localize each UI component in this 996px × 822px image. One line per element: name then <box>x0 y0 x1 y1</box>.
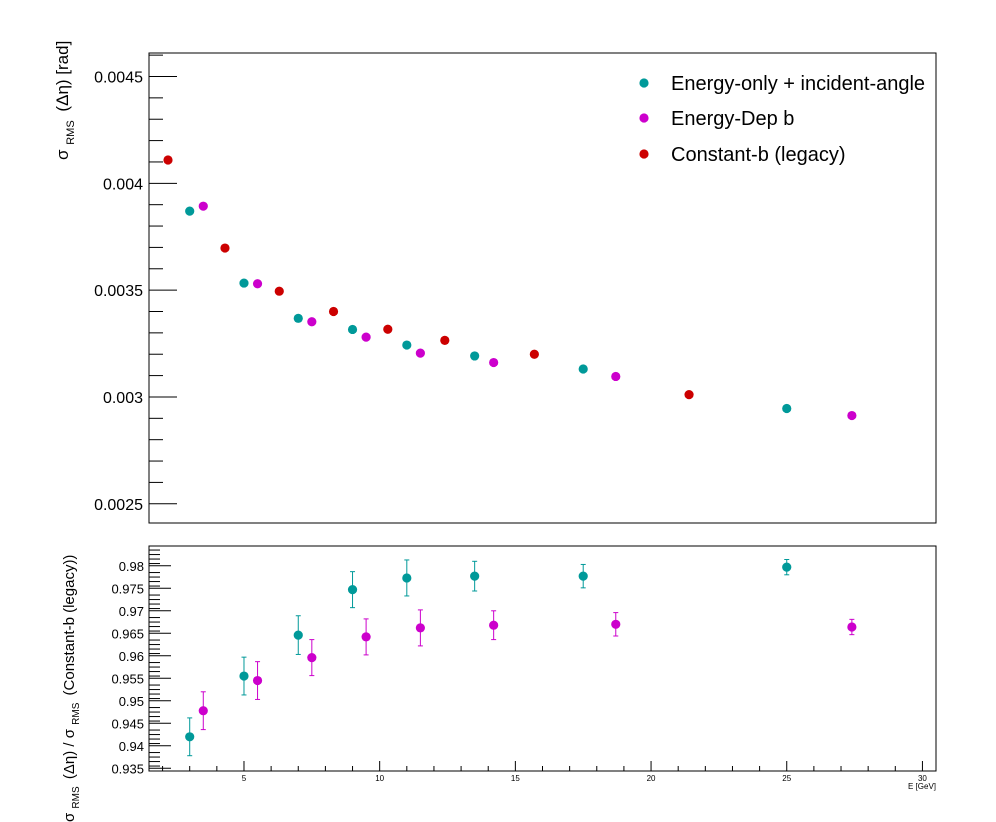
bottom-data-point <box>307 653 317 663</box>
top-data-point <box>782 403 792 414</box>
bottom-data-point <box>239 671 249 681</box>
legend-marker <box>639 149 649 159</box>
top-y-tick-label: 0.0035 <box>94 283 143 300</box>
bottom-y-tick-label: 0.94 <box>119 739 144 754</box>
top-y-tick-label: 0.0025 <box>94 497 143 514</box>
bottom-y-tick-label: 0.955 <box>111 671 144 686</box>
bottom-plot-frame <box>148 545 937 772</box>
bottom-panel: 0.935 0.94 0.945 0.95 0.955 0.96 0.965 0.97 0.97… <box>61 545 937 822</box>
top-data-point <box>198 201 208 211</box>
bottom-y-tick-label: 0.96 <box>119 649 144 664</box>
top-plot-frame <box>148 52 937 524</box>
top-y-title-rest: (Δη) [rad] <box>53 41 72 112</box>
bottom-x-tick-label: 20 <box>647 774 656 783</box>
top-data-point <box>239 278 249 288</box>
legend-label: Constant-b (legacy) <box>671 144 846 166</box>
top-y-tick-label: 0.003 <box>103 390 143 407</box>
legend: Energy-only + incident-angle Energy-Dep b… <box>639 73 925 166</box>
bottom-y-axis: 0.935 0.94 0.945 0.95 0.955 0.96 0.965 0.97 0.97… <box>111 549 171 776</box>
bottom-y-title-sub2: RMS <box>71 702 82 725</box>
bottom-data-point <box>361 632 371 642</box>
top-data-point <box>163 155 173 165</box>
top-data-point <box>252 279 263 289</box>
bottom-y-tick-label: 0.98 <box>119 559 144 574</box>
top-data-point <box>274 286 284 296</box>
top-data-point <box>578 364 588 374</box>
bottom-data-point <box>347 585 358 595</box>
bottom-data-point <box>489 620 499 630</box>
top-data-point <box>347 324 358 335</box>
bottom-data-point <box>185 732 195 742</box>
bottom-data-point <box>293 630 303 640</box>
bottom-y-axis-title: σ RMS (Δη) / σ RMS (Constant-b (legacy)) <box>61 555 83 822</box>
top-data-point <box>415 348 425 358</box>
top-data-point <box>611 371 621 382</box>
top-data-point <box>847 410 857 421</box>
top-data-point <box>383 324 393 334</box>
legend-label: Energy-Dep b <box>671 108 794 130</box>
bottom-data-point <box>415 623 425 633</box>
top-data-point <box>402 340 412 350</box>
bottom-y-tick-label: 0.935 <box>111 761 144 776</box>
bottom-y-tick-label: 0.95 <box>119 694 144 709</box>
bottom-y-tick-label: 0.97 <box>119 604 144 619</box>
top-y-axis-title: σ RMS (Δη) [rad] <box>53 41 78 160</box>
top-panel: 0.0025 0.003 0.0035 0.004 0.0045 σ RMS (Δη) … <box>53 41 937 524</box>
top-data-point <box>328 306 339 317</box>
bottom-y-title-rest: (Constant-b (legacy)) <box>61 555 78 696</box>
bottom-data-point <box>252 675 263 686</box>
legend-label: Energy-only + incident-angle <box>671 73 925 95</box>
bottom-x-tick-label: 5 <box>242 774 247 783</box>
bottom-y-title-sigma2: σ <box>61 728 78 738</box>
bottom-data-point <box>198 706 208 716</box>
top-y-title-sub: RMS <box>65 120 77 144</box>
bottom-x-tick-label: 15 <box>511 774 520 783</box>
bottom-y-title-mid: (Δη) / <box>61 738 78 779</box>
legend-marker <box>639 113 649 123</box>
bottom-data-point <box>578 571 588 581</box>
bottom-x-tick-label: 10 <box>375 774 384 783</box>
top-data-point <box>470 351 480 361</box>
top-y-axis: 0.0025 0.003 0.0035 0.004 0.0045 <box>94 54 177 514</box>
top-data-points <box>163 155 857 421</box>
bottom-x-tick-label: 25 <box>782 774 791 783</box>
top-data-point <box>440 335 450 345</box>
bottom-data-points <box>185 559 857 757</box>
top-data-point <box>307 317 317 327</box>
bottom-x-axis: 5 10 15 20 25 30 <box>162 761 927 783</box>
bottom-y-title-sub: RMS <box>71 786 82 809</box>
bottom-data-point <box>611 619 621 629</box>
top-data-point <box>489 357 499 368</box>
top-y-tick-label: 0.0045 <box>94 70 143 87</box>
bottom-data-point <box>470 571 480 581</box>
bottom-y-title-sigma: σ <box>61 812 78 822</box>
top-data-point <box>185 206 195 216</box>
top-data-point <box>220 243 230 253</box>
bottom-y-tick-label: 0.975 <box>111 581 144 596</box>
top-data-point <box>361 332 371 342</box>
bottom-x-axis-title: E [GeV] <box>908 782 936 791</box>
top-data-point <box>684 390 694 400</box>
bottom-data-point <box>402 573 412 583</box>
bottom-data-point <box>847 622 857 632</box>
top-data-point <box>293 313 303 323</box>
bottom-data-point <box>782 562 792 572</box>
bottom-x-tick-label: 30 <box>918 774 927 783</box>
legend-marker <box>639 78 649 88</box>
bottom-y-tick-label: 0.965 <box>111 626 144 641</box>
bottom-y-tick-label: 0.945 <box>111 716 144 731</box>
top-y-title-sigma: σ <box>53 149 72 160</box>
top-y-tick-label: 0.004 <box>103 176 143 193</box>
top-data-point <box>529 349 539 359</box>
